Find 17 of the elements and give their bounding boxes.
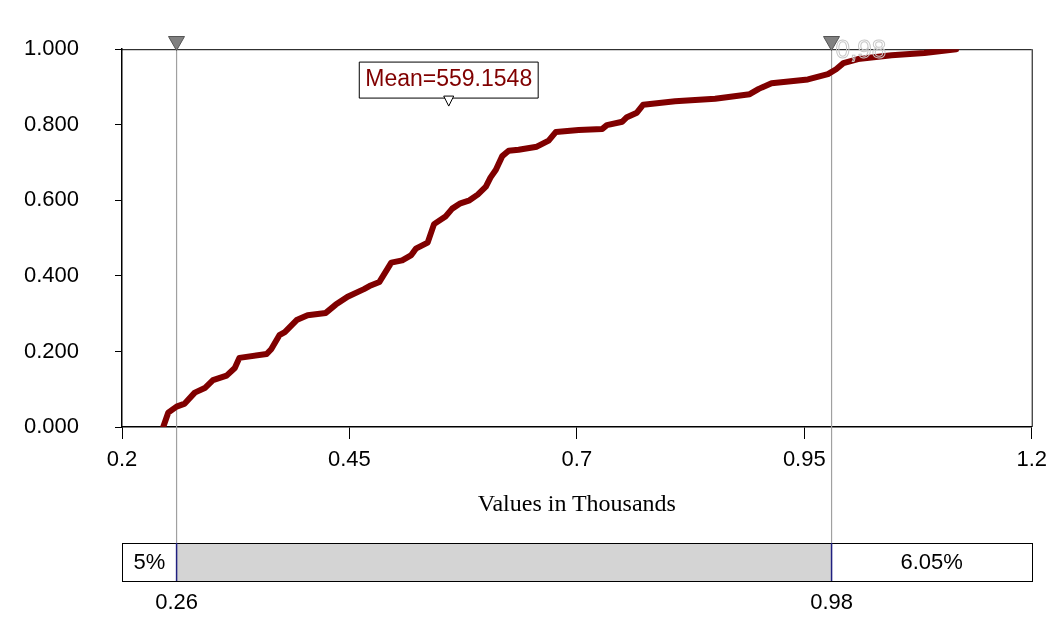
text: 6.05% (900, 549, 963, 575)
ref-line-label: 0.26 (155, 589, 198, 615)
annotation: Mean=559.1548 (365, 65, 533, 92)
x-axis-title: Values in Thousands (477, 489, 676, 516)
x-tick-label: 0.7 (561, 446, 593, 472)
y-tick-label: 0.800 (23, 110, 79, 136)
y-tick-label: 0.600 (23, 186, 79, 212)
y-tick-label: 0.200 (23, 337, 79, 363)
x-tick-label: 0.45 (328, 446, 371, 472)
y-tick-label: 1.000 (23, 35, 79, 61)
x-tick-label: 0.95 (782, 446, 826, 472)
x-tick-label: 1.2 (1016, 446, 1048, 472)
ref-line-label: 0.98 (810, 589, 853, 615)
y-tick-label: 0.000 (23, 413, 79, 439)
text: 5% (133, 549, 166, 575)
y-tick-label: 0.400 (23, 261, 79, 287)
x-tick-label: 0.2 (106, 446, 138, 472)
